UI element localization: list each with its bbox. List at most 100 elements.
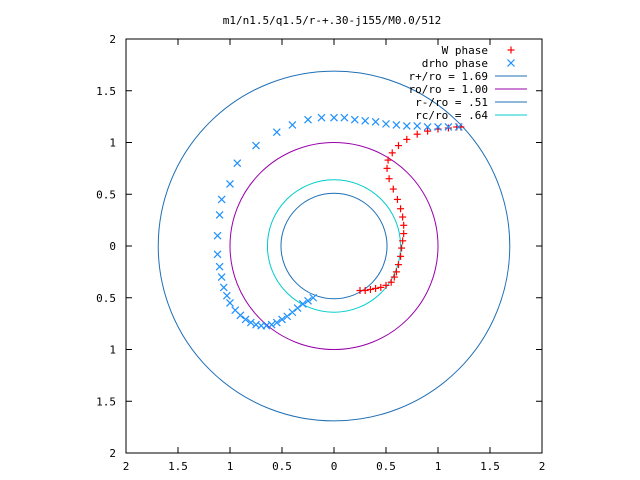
legend-label: r-/ro = .51 bbox=[415, 96, 488, 109]
data-point bbox=[454, 123, 463, 131]
legend-label: rc/ro = .64 bbox=[415, 109, 488, 122]
data-point bbox=[350, 115, 359, 124]
y-tick-label: 1 bbox=[109, 137, 116, 150]
data-point bbox=[434, 123, 442, 131]
data-point bbox=[330, 113, 338, 122]
data-point bbox=[231, 306, 240, 315]
data-point bbox=[222, 291, 231, 300]
legend-label: drho phase bbox=[422, 57, 488, 70]
data-point bbox=[399, 237, 407, 245]
data-point bbox=[403, 135, 411, 143]
y-tick-label: 2 bbox=[109, 447, 116, 460]
legend-label: W phase bbox=[442, 44, 488, 57]
data-point bbox=[394, 261, 402, 269]
y-tick-label: 2 bbox=[109, 33, 116, 46]
data-point bbox=[361, 116, 370, 125]
data-point bbox=[413, 122, 422, 130]
data-point bbox=[298, 300, 307, 308]
data-point bbox=[423, 123, 432, 131]
data-point bbox=[413, 130, 421, 138]
data-point bbox=[387, 278, 395, 286]
data-point bbox=[217, 273, 226, 281]
data-point bbox=[377, 283, 385, 291]
y-tick-label: 1 bbox=[109, 344, 116, 357]
x-tick-label: 0.5 bbox=[376, 460, 396, 473]
data-point bbox=[384, 156, 392, 164]
y-tick-label: 0.5 bbox=[96, 292, 116, 305]
data-point bbox=[233, 159, 242, 168]
data-point bbox=[366, 285, 374, 293]
data-point bbox=[398, 244, 406, 252]
data-point bbox=[400, 221, 408, 229]
reference-circles bbox=[157, 70, 511, 422]
data-point bbox=[392, 268, 400, 276]
data-point bbox=[213, 231, 222, 240]
data-point bbox=[402, 122, 411, 130]
legend-label: r+/ro = 1.69 bbox=[409, 70, 488, 83]
data-point bbox=[219, 283, 228, 292]
phase-markers bbox=[213, 113, 465, 330]
data-point bbox=[388, 149, 396, 157]
data-point bbox=[226, 179, 234, 188]
data-point bbox=[371, 117, 380, 126]
data-point bbox=[309, 293, 318, 302]
reference-circle bbox=[280, 192, 388, 300]
data-point bbox=[424, 127, 432, 135]
data-point bbox=[382, 119, 390, 128]
x-tick-label: 2 bbox=[123, 460, 130, 473]
data-point bbox=[397, 205, 405, 213]
data-point bbox=[400, 230, 408, 238]
data-point bbox=[252, 141, 260, 150]
data-point bbox=[383, 164, 391, 172]
data-point bbox=[293, 304, 302, 313]
data-point bbox=[288, 308, 297, 317]
data-point bbox=[399, 213, 407, 221]
legend-label: ro/ro = 1.00 bbox=[409, 83, 488, 96]
data-point bbox=[213, 250, 222, 259]
data-point bbox=[304, 296, 312, 305]
data-point bbox=[397, 252, 405, 260]
reference-circle bbox=[266, 179, 402, 313]
data-point bbox=[389, 185, 397, 193]
data-point bbox=[382, 281, 390, 289]
data-point bbox=[215, 262, 224, 271]
x-tick-label: 0.5 bbox=[272, 460, 292, 473]
data-point bbox=[390, 273, 398, 281]
x-tick-label: 1.5 bbox=[480, 460, 500, 473]
x-tick-label: 1.5 bbox=[168, 460, 188, 473]
chart-title: m1/n1.5/q1.5/r-+.30-j155/M0.0/512 bbox=[223, 14, 442, 27]
y-tick-label: 1.5 bbox=[96, 395, 116, 408]
y-tick-label: 0 bbox=[109, 240, 116, 253]
data-point bbox=[340, 113, 349, 122]
reference-circle bbox=[229, 142, 439, 350]
x-tick-label: 1 bbox=[227, 460, 234, 473]
data-point bbox=[241, 315, 250, 324]
x-tick-label: 0 bbox=[331, 460, 338, 473]
data-point bbox=[272, 318, 281, 327]
x-tick-label: 1 bbox=[435, 460, 442, 473]
data-point bbox=[372, 284, 380, 292]
data-point bbox=[444, 123, 453, 131]
data-point bbox=[392, 120, 401, 129]
data-point bbox=[246, 318, 255, 327]
data-point bbox=[272, 128, 281, 137]
data-point bbox=[393, 195, 401, 203]
y-tick-label: 1.5 bbox=[96, 85, 116, 98]
data-point bbox=[278, 315, 286, 324]
data-point bbox=[385, 175, 393, 183]
data-point bbox=[226, 299, 234, 307]
y-tick-label: 0.5 bbox=[96, 188, 116, 201]
reference-circle bbox=[157, 70, 511, 422]
axis-ticks: 2 1.5 1 0.5 0 0.5 1 1.5 221.510.500.511.52 bbox=[96, 33, 545, 473]
data-point bbox=[394, 142, 402, 150]
x-tick-label: 2 bbox=[539, 460, 546, 473]
data-point bbox=[252, 320, 260, 329]
data-point bbox=[283, 312, 292, 321]
data-point bbox=[304, 115, 312, 124]
data-point bbox=[215, 211, 224, 219]
data-point bbox=[217, 195, 226, 204]
data-point bbox=[288, 120, 297, 129]
data-point bbox=[444, 124, 452, 132]
